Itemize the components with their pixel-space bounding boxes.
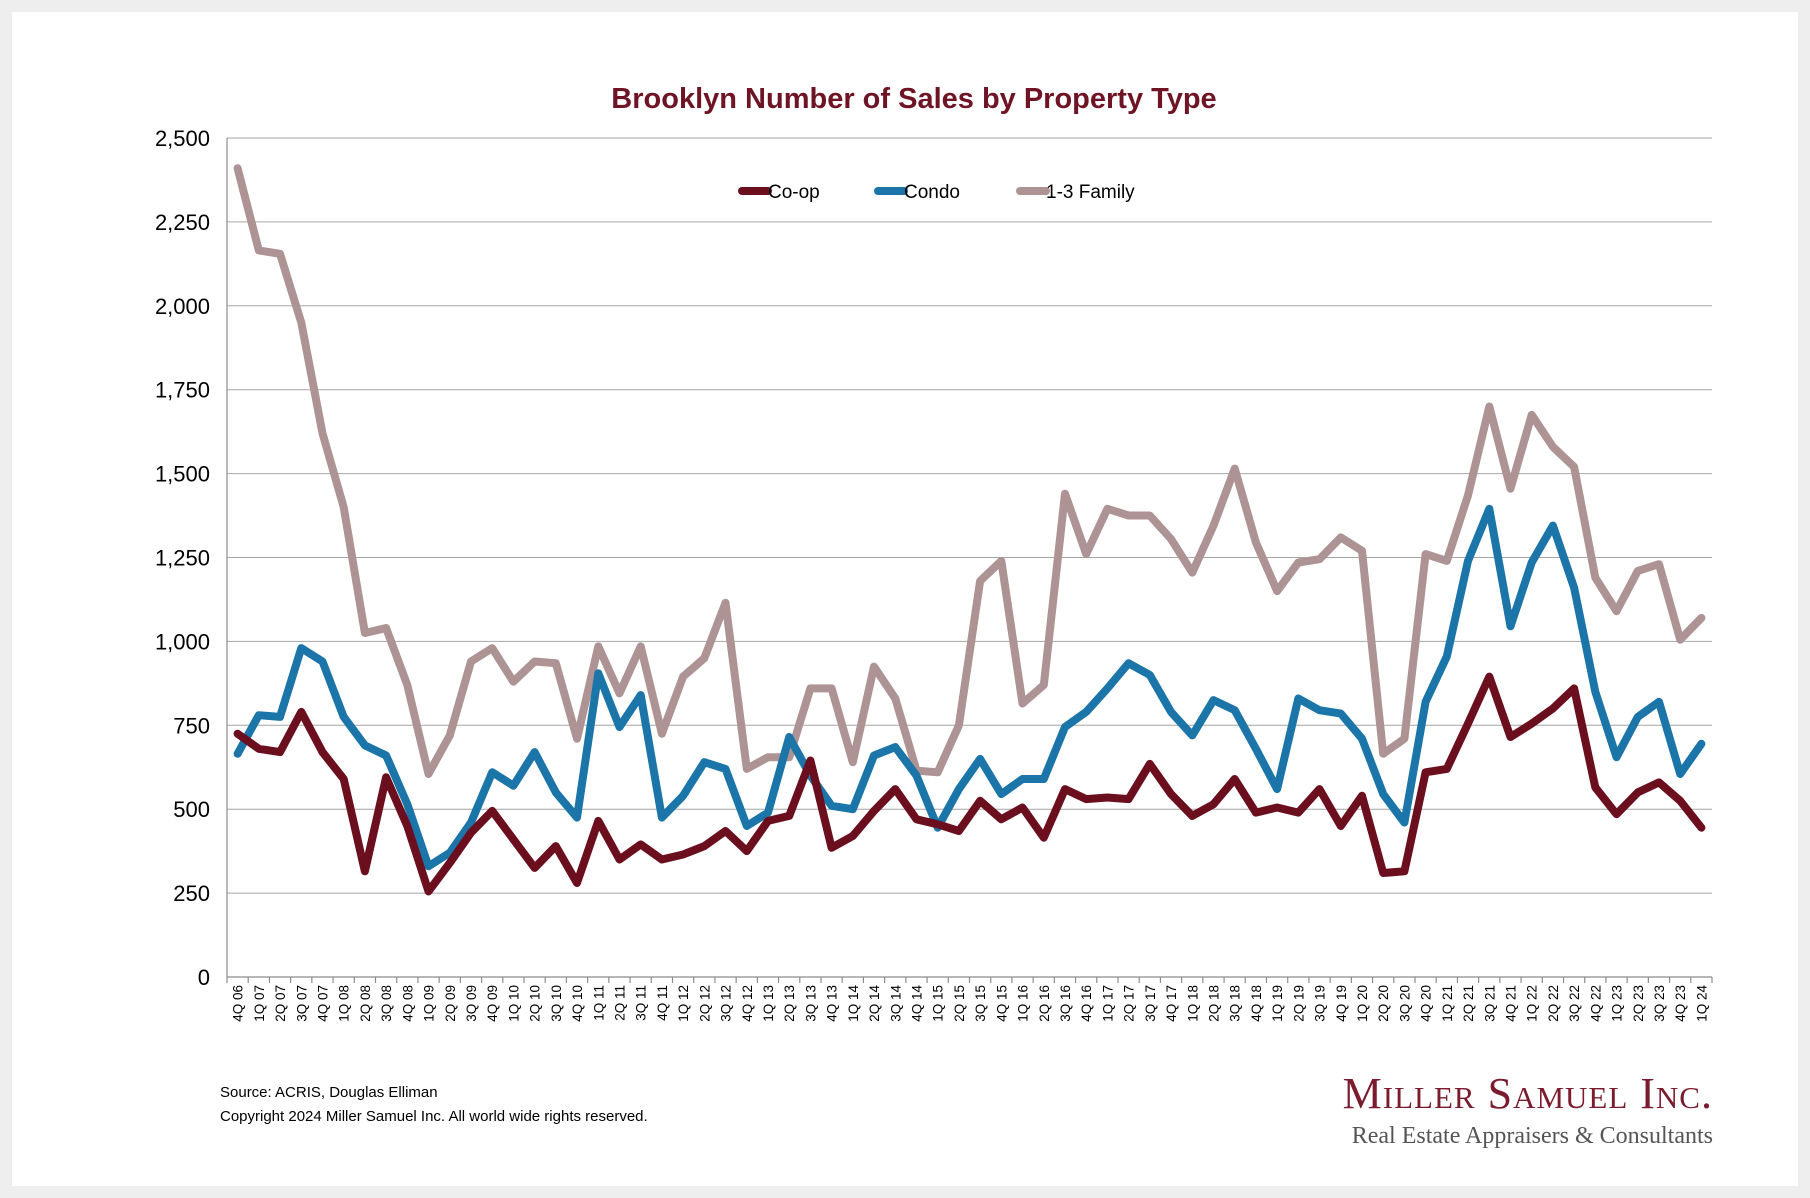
y-tick-label: 500: [173, 797, 210, 822]
x-tick-label: 4Q 08: [400, 985, 415, 1022]
x-tick-label: 2Q 19: [1291, 985, 1306, 1022]
x-tick-label: 4Q 07: [315, 985, 330, 1022]
y-tick-label: 250: [173, 881, 210, 906]
x-tick-label: 4Q 22: [1588, 985, 1603, 1022]
x-tick-label: 3Q 21: [1482, 985, 1497, 1022]
x-tick-label: 4Q 14: [909, 985, 924, 1022]
x-tick-label: 4Q 23: [1673, 985, 1688, 1022]
x-tick-label: 1Q 17: [1100, 985, 1115, 1022]
x-tick-label: 3Q 14: [888, 985, 903, 1022]
x-tick-label: 1Q 21: [1440, 985, 1455, 1022]
x-tick-label: 4Q 10: [570, 985, 585, 1022]
x-tick-label: 2Q 16: [1037, 985, 1052, 1022]
x-tick-label: 3Q 15: [973, 985, 988, 1022]
y-tick-label: 1,750: [155, 378, 210, 403]
y-axis-ticks: 0 250 500 750 1,000 1,250 1,500 1,750 2,000 2,250…: [155, 126, 210, 990]
x-tick-label: 2Q 10: [528, 985, 543, 1022]
x-tick-label: 1Q 12: [676, 985, 691, 1022]
x-tick-label: 3Q 09: [464, 985, 479, 1022]
x-tick-label: 3Q 22: [1567, 985, 1582, 1022]
x-tick-label: 3Q 23: [1652, 985, 1667, 1022]
x-tick-label: 1Q 24: [1694, 985, 1709, 1022]
chart-title: Brooklyn Number of Sales by Property Typ…: [611, 83, 1216, 115]
copyright-note: Copyright 2024 Miller Samuel Inc. All wo…: [220, 1108, 648, 1125]
x-tick-label: 1Q 14: [846, 985, 861, 1022]
logo-tagline: Real Estate Appraisers & Consultants: [1351, 1123, 1713, 1149]
x-tick-label: 3Q 12: [719, 985, 734, 1022]
x-tick-label: 4Q 11: [655, 985, 670, 1021]
x-tick-label: 1Q 15: [931, 985, 946, 1022]
y-tick-label: 1,500: [155, 462, 210, 487]
line-chart: Brooklyn Number of Sales by Property Typ…: [155, 83, 1713, 1022]
x-tick-label: 4Q 12: [740, 985, 755, 1022]
x-tick-label: 1Q 07: [252, 985, 267, 1022]
y-tick-label: 0: [198, 965, 210, 990]
series-line-condo: [233, 504, 1706, 871]
x-tick-label: 3Q 10: [549, 985, 564, 1022]
x-tick-label: 2Q 11: [612, 985, 627, 1021]
x-tick-label: 1Q 20: [1355, 985, 1370, 1022]
legend-label: Condo: [904, 182, 960, 203]
x-tick-label: 3Q 17: [1143, 985, 1158, 1022]
x-tick-label: 3Q 11: [634, 985, 649, 1021]
x-tick-label: 4Q 20: [1419, 985, 1434, 1022]
x-tick-label: 1Q 19: [1270, 985, 1285, 1022]
legend-label: Co-op: [768, 182, 820, 203]
x-tick-label: 1Q 18: [1185, 985, 1200, 1022]
y-tick-label: 2,000: [155, 294, 210, 319]
x-tick-label: 2Q 23: [1631, 985, 1646, 1022]
x-tick-label: 4Q 09: [485, 985, 500, 1022]
x-tick-label: 3Q 20: [1397, 985, 1412, 1022]
x-tick-label: 2Q 17: [1122, 985, 1137, 1022]
legend-label: 1-3 Family: [1046, 182, 1135, 203]
x-axis-ticks: 4Q 06 1Q 07 2Q 07 3Q 07 4Q 07 1Q 08 2Q 08 3Q 08…: [226, 977, 1713, 1022]
x-tick-label: 1Q 23: [1610, 985, 1625, 1022]
x-tick-label: 3Q 07: [294, 985, 309, 1022]
y-tick-label: 2,500: [155, 126, 210, 151]
logo-name: Miller Samuel Inc.: [1342, 1069, 1713, 1118]
x-tick-label: 1Q 22: [1525, 985, 1540, 1022]
x-tick-label: 3Q 16: [1058, 985, 1073, 1022]
company-logo: Miller Samuel Inc. Real Estate Appraiser…: [1343, 1072, 1713, 1150]
y-tick-label: 750: [173, 713, 210, 738]
x-tick-label: 2Q 12: [697, 985, 712, 1022]
series-lines: [233, 164, 1706, 896]
x-tick-label: 2Q 18: [1206, 985, 1221, 1022]
x-tick-label: 4Q 18: [1249, 985, 1264, 1022]
x-tick-label: 4Q 06: [231, 985, 246, 1022]
x-tick-label: 4Q 16: [1079, 985, 1094, 1022]
y-tick-label: 2,250: [155, 210, 210, 235]
x-tick-label: 2Q 14: [867, 985, 882, 1022]
x-tick-label: 4Q 15: [994, 985, 1009, 1022]
y-tick-label: 1,000: [155, 629, 210, 654]
legend: Co-op Condo 1-3 Family: [738, 182, 1135, 203]
x-tick-label: 1Q 11: [591, 985, 606, 1021]
x-tick-label: 2Q 21: [1461, 985, 1476, 1022]
x-tick-label: 2Q 07: [273, 985, 288, 1022]
x-tick-label: 2Q 15: [952, 985, 967, 1022]
x-tick-label: 3Q 08: [379, 985, 394, 1022]
x-tick-label: 2Q 13: [782, 985, 797, 1022]
x-tick-label: 1Q 10: [506, 985, 521, 1022]
x-tick-label: 3Q 13: [803, 985, 818, 1022]
x-tick-label: 1Q 13: [761, 985, 776, 1022]
chart-card: Brooklyn Number of Sales by Property Typ…: [12, 12, 1798, 1186]
x-tick-label: 4Q 13: [825, 985, 840, 1022]
x-tick-label: 4Q 19: [1334, 985, 1349, 1022]
x-tick-label: 3Q 19: [1313, 985, 1328, 1022]
x-tick-label: 3Q 18: [1228, 985, 1243, 1022]
x-tick-label: 1Q 09: [422, 985, 437, 1022]
source-note: Source: ACRIS, Douglas Elliman: [220, 1084, 438, 1101]
y-tick-label: 1,250: [155, 546, 210, 571]
x-tick-label: 4Q 21: [1503, 985, 1518, 1022]
series-line-co-op: [233, 672, 1706, 896]
x-tick-label: 4Q 17: [1164, 985, 1179, 1022]
x-tick-label: 1Q 16: [1016, 985, 1031, 1022]
x-tick-label: 2Q 22: [1546, 985, 1561, 1022]
x-tick-label: 2Q 09: [443, 985, 458, 1022]
x-tick-label: 2Q 08: [358, 985, 373, 1022]
x-tick-label: 2Q 20: [1376, 985, 1391, 1022]
series-line-1-3-family: [233, 164, 1706, 778]
x-tick-label: 1Q 08: [337, 985, 352, 1022]
